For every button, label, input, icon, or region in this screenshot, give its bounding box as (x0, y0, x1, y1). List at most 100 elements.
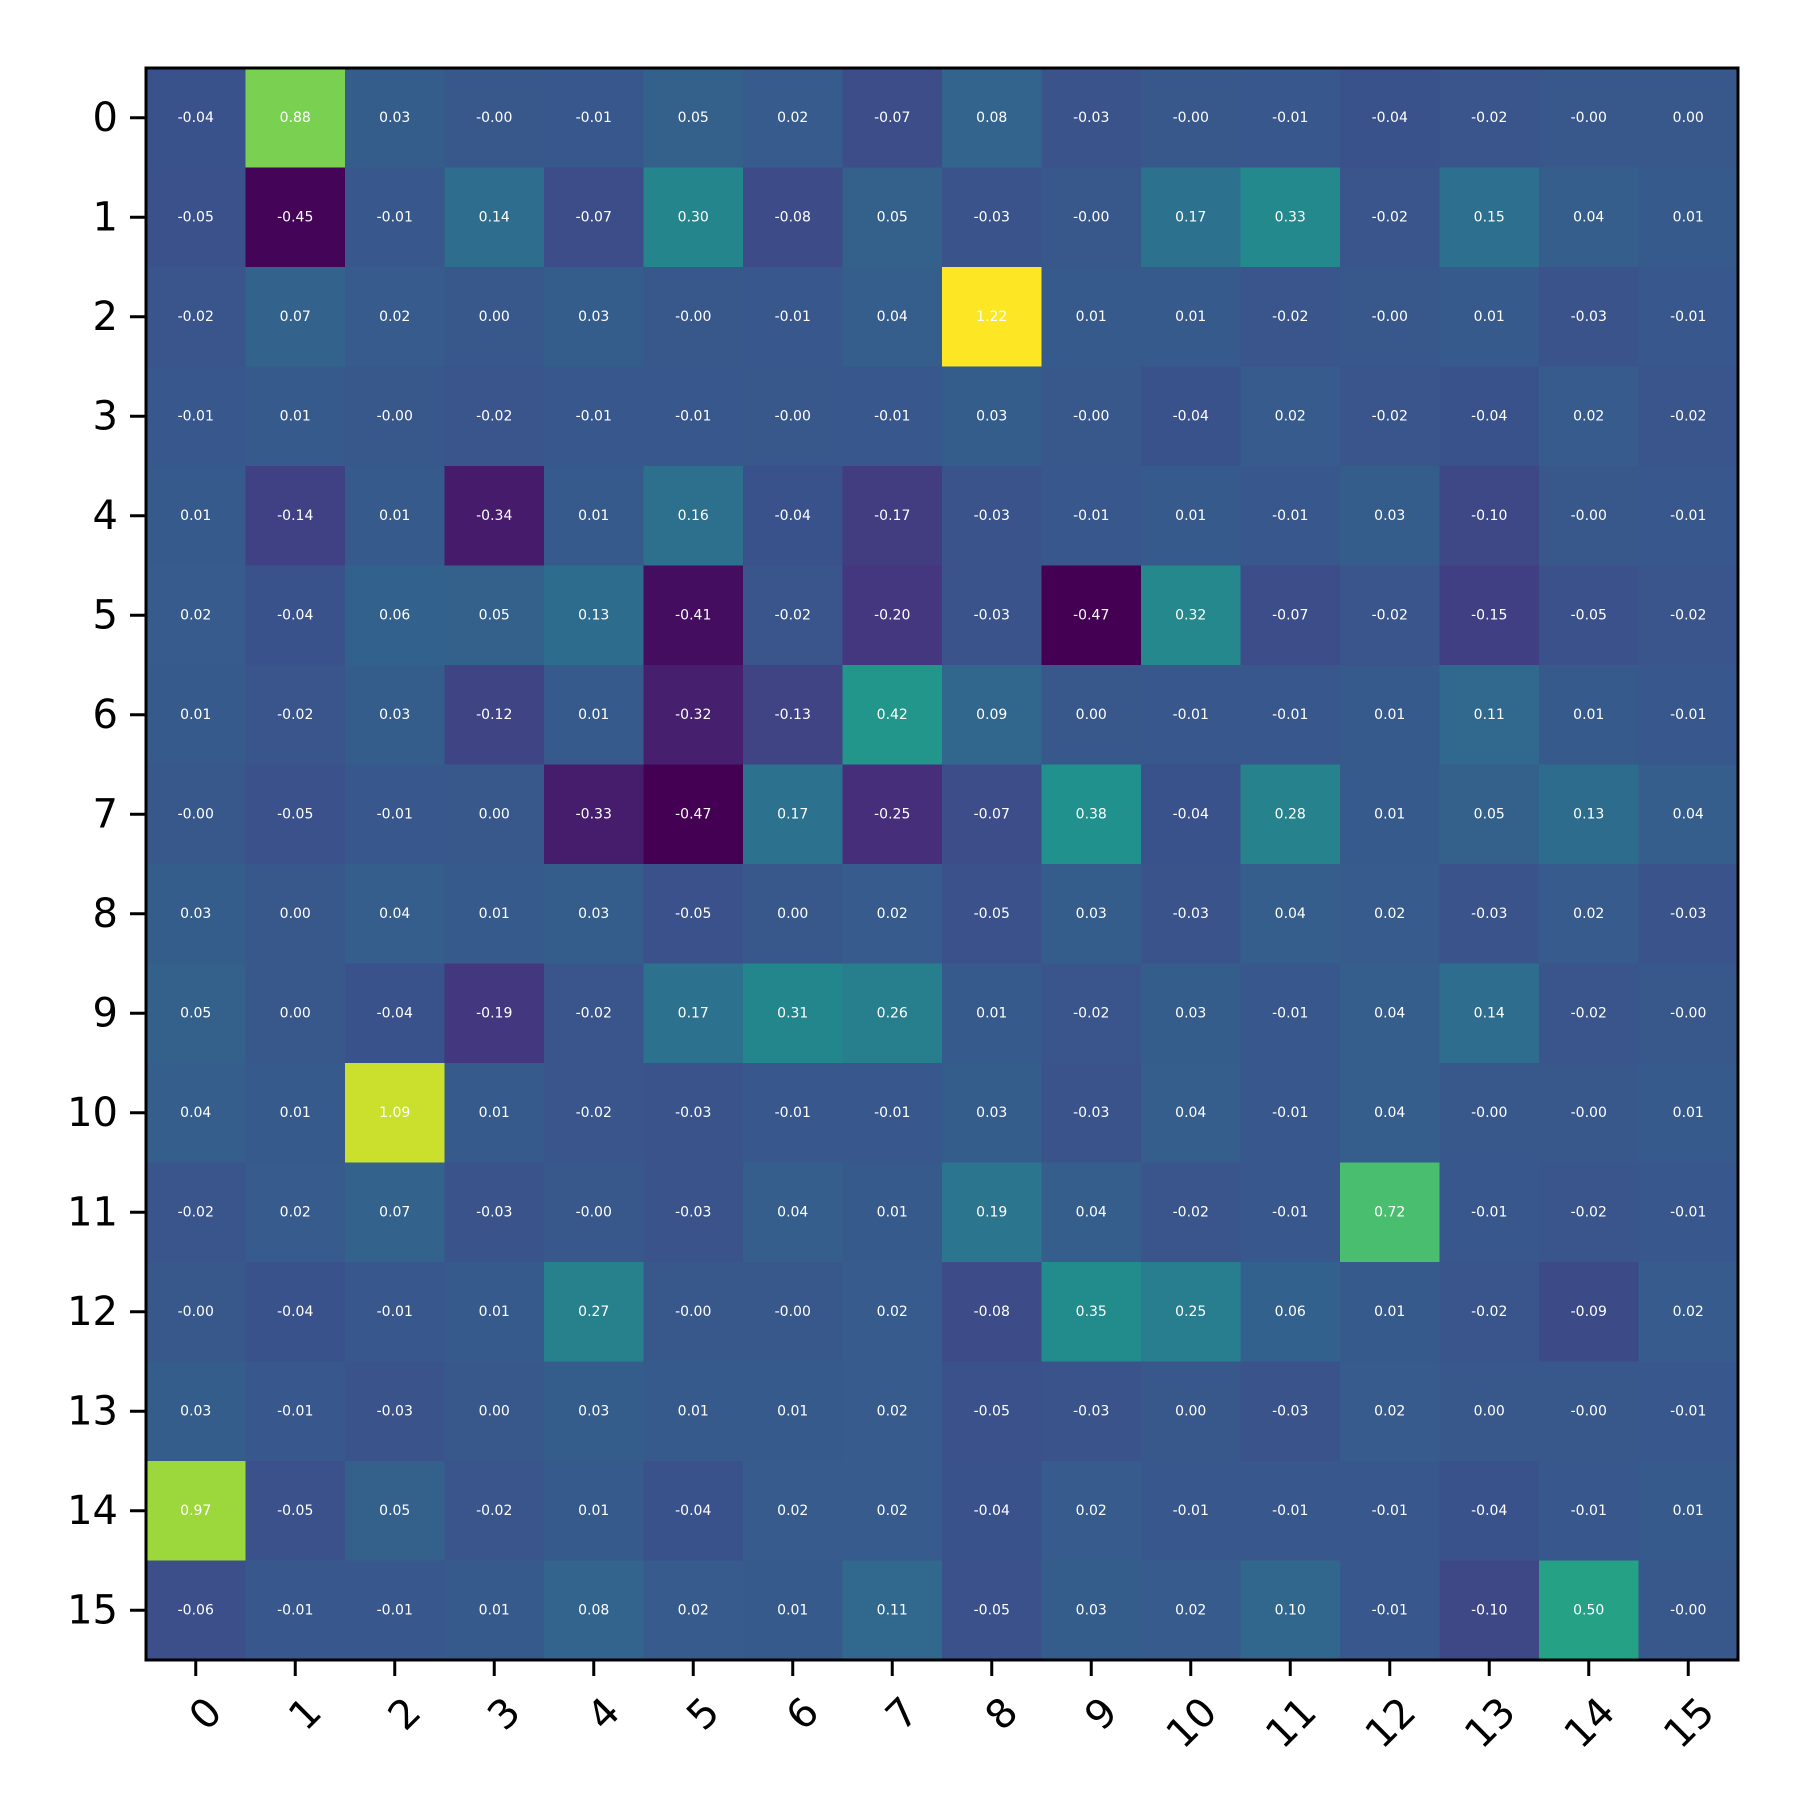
heatmap-cell-r8-c9 (1041, 864, 1142, 965)
cell-value-label-r5-c6: -0.02 (775, 607, 811, 623)
heatmap-cell-r13-c14 (1539, 1361, 1640, 1462)
heatmap-cell-r10-c6 (743, 1063, 844, 1164)
heatmap-cell-r0-c5 (643, 68, 744, 169)
cell-value-label-r14-c11: -0.01 (1272, 1503, 1308, 1519)
heatmap-cell-r2-c7 (842, 267, 943, 368)
heatmap-cell-r12-c3 (444, 1262, 545, 1363)
heatmap-cell-r7-c13 (1439, 764, 1540, 865)
heatmap-cell-r1-c15 (1638, 167, 1739, 268)
cell-value-label-r9-c7: 0.26 (877, 1005, 908, 1021)
heatmap-cell-r6-c0 (146, 665, 247, 766)
heatmap-cell-r3-c9 (1041, 366, 1142, 467)
heatmap-cell-r9-c12 (1340, 963, 1441, 1064)
cell-value-label-r10-c14: -0.00 (1571, 1105, 1607, 1121)
y-tick-label-5: 5 (93, 592, 118, 638)
heatmap-cell-r15-c5 (643, 1560, 744, 1661)
heatmap-cell-r14-c2 (345, 1461, 446, 1562)
heatmap-cell-r0-c10 (1141, 68, 1242, 169)
heatmap-cell-r11-c13 (1439, 1162, 1540, 1263)
cell-value-label-r0-c11: -0.01 (1272, 110, 1308, 126)
cell-value-label-r14-c15: 0.01 (1673, 1503, 1704, 1519)
heatmap-cell-r3-c0 (146, 366, 247, 467)
cell-value-label-r13-c11: -0.03 (1272, 1403, 1308, 1419)
heatmap-cell-r4-c0 (146, 466, 247, 567)
cell-value-label-r0-c8: 0.08 (976, 110, 1007, 126)
heatmap-cell-r2-c6 (743, 267, 844, 368)
heatmap-cell-r13-c3 (444, 1361, 545, 1462)
cell-value-label-r4-c5: 0.16 (678, 508, 709, 524)
cell-value-label-r12-c3: 0.01 (479, 1304, 510, 1320)
cell-value-label-r13-c4: 0.03 (578, 1403, 609, 1419)
cell-value-label-r7-c12: 0.01 (1374, 806, 1405, 822)
cell-value-label-r3-c4: -0.01 (576, 408, 612, 424)
cell-value-label-r14-c3: -0.02 (476, 1503, 512, 1519)
heatmap-cell-r15-c10 (1141, 1560, 1242, 1661)
cell-value-label-r2-c10: 0.01 (1175, 309, 1206, 325)
cell-value-label-r1-c1: -0.45 (277, 209, 313, 225)
cell-value-label-r1-c0: -0.05 (178, 209, 214, 225)
cell-value-label-r3-c1: 0.01 (280, 408, 311, 424)
heatmap-cell-r10-c1 (245, 1063, 346, 1164)
heatmap-cell-r15-c1 (245, 1560, 346, 1661)
heatmap-cell-r0-c14 (1539, 68, 1640, 169)
heatmap-cell-r2-c9 (1041, 267, 1142, 368)
heatmap-cell-r10-c5 (643, 1063, 744, 1164)
cell-value-label-r2-c12: -0.00 (1372, 309, 1408, 325)
cell-value-label-r2-c13: 0.01 (1474, 309, 1505, 325)
cell-value-label-r13-c14: -0.00 (1571, 1403, 1607, 1419)
cell-value-label-r3-c14: 0.02 (1573, 408, 1604, 424)
x-tick-label-2: 2 (380, 1689, 431, 1740)
cell-value-label-r3-c7: -0.01 (874, 408, 910, 424)
heatmap-cell-r14-c14 (1539, 1461, 1640, 1562)
cell-value-label-r9-c15: -0.00 (1670, 1005, 1706, 1021)
cell-value-label-r4-c4: 0.01 (578, 508, 609, 524)
cell-value-label-r0-c4: -0.01 (576, 110, 612, 126)
cell-value-label-r3-c11: 0.02 (1275, 408, 1306, 424)
heatmap-cell-r14-c13 (1439, 1461, 1540, 1562)
cell-value-label-r2-c3: 0.00 (479, 309, 510, 325)
heatmap-cell-r6-c9 (1041, 665, 1142, 766)
y-tick-label-8: 8 (93, 891, 118, 937)
cell-value-label-r12-c1: -0.04 (277, 1304, 313, 1320)
cell-value-label-r7-c3: 0.00 (479, 806, 510, 822)
cell-value-label-r0-c10: -0.00 (1173, 110, 1209, 126)
cell-value-label-r1-c5: 0.30 (678, 209, 709, 225)
cell-value-label-r5-c3: 0.05 (479, 607, 510, 623)
cell-value-label-r2-c1: 0.07 (280, 309, 311, 325)
cell-value-label-r4-c6: -0.04 (775, 508, 811, 524)
cell-value-label-r14-c4: 0.01 (578, 1503, 609, 1519)
heatmap-cell-r15-c14 (1539, 1560, 1640, 1661)
heatmap-cell-r10-c9 (1041, 1063, 1142, 1164)
heatmap-cell-r5-c5 (643, 565, 744, 666)
heatmap-cell-r8-c1 (245, 864, 346, 965)
y-tick-label-4: 4 (93, 493, 118, 539)
heatmap-cell-r5-c12 (1340, 565, 1441, 666)
x-tick-label-10: 10 (1158, 1689, 1227, 1758)
heatmap-cell-r6-c8 (942, 665, 1043, 766)
cell-value-label-r15-c7: 0.11 (877, 1602, 908, 1618)
heatmap-cell-r9-c6 (743, 963, 844, 1064)
cell-value-label-r5-c10: 0.32 (1175, 607, 1206, 623)
heatmap-cell-r10-c11 (1240, 1063, 1341, 1164)
cell-value-label-r8-c4: 0.03 (578, 906, 609, 922)
cell-value-label-r8-c13: -0.03 (1471, 906, 1507, 922)
cell-value-label-r12-c2: -0.01 (377, 1304, 413, 1320)
heatmap-cell-r12-c14 (1539, 1262, 1640, 1363)
heatmap-cell-r12-c1 (245, 1262, 346, 1363)
cell-value-label-r9-c9: -0.02 (1073, 1005, 1109, 1021)
cell-value-label-r2-c6: -0.01 (775, 309, 811, 325)
cell-value-label-r0-c14: -0.00 (1571, 110, 1607, 126)
heatmap-cell-r15-c7 (842, 1560, 943, 1661)
heatmap-cell-r0-c8 (942, 68, 1043, 169)
cell-value-label-r9-c6: 0.31 (777, 1005, 808, 1021)
cell-value-label-r11-c6: 0.04 (777, 1204, 808, 1220)
cell-value-label-r12-c9: 0.35 (1076, 1304, 1107, 1320)
cell-value-label-r10-c4: -0.02 (576, 1105, 612, 1121)
heatmap-cell-r9-c15 (1638, 963, 1739, 1064)
heatmap-cell-r5-c8 (942, 565, 1043, 666)
heatmap-cell-r6-c15 (1638, 665, 1739, 766)
cell-value-label-r15-c9: 0.03 (1076, 1602, 1107, 1618)
heatmap-cell-r1-c6 (743, 167, 844, 268)
cell-value-label-r5-c4: 0.13 (578, 607, 609, 623)
